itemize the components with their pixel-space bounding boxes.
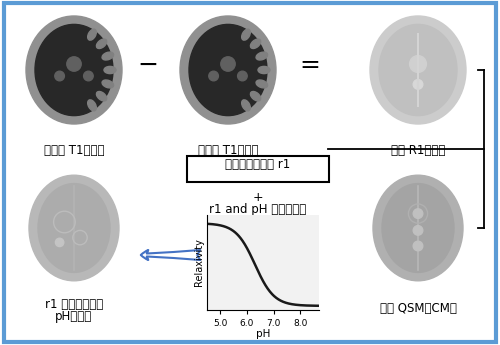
Text: −: − [138,53,158,77]
Circle shape [56,238,64,247]
Text: +: + [252,191,264,204]
Ellipse shape [379,24,457,116]
Circle shape [55,71,64,81]
Ellipse shape [102,52,114,60]
Ellipse shape [382,184,454,273]
Ellipse shape [88,100,96,111]
Text: 差分 R1マップ: 差分 R1マップ [391,144,445,157]
Text: 造影剤濃度補正 r1: 造影剤濃度補正 r1 [226,158,290,171]
Ellipse shape [258,66,270,73]
Circle shape [209,71,218,81]
Circle shape [413,80,423,89]
FancyBboxPatch shape [187,156,329,182]
Ellipse shape [373,175,463,281]
Ellipse shape [38,184,110,273]
Text: r1 and pH の校正曲線: r1 and pH の校正曲線 [210,203,306,216]
Ellipse shape [256,52,268,60]
Text: 差分 QSM（CM）: 差分 QSM（CM） [380,302,456,315]
Ellipse shape [180,16,276,124]
Text: pHマップ: pHマップ [56,310,92,323]
Ellipse shape [96,91,106,101]
Ellipse shape [35,24,113,116]
Ellipse shape [242,29,250,40]
Circle shape [238,71,247,81]
Ellipse shape [88,29,96,40]
Ellipse shape [370,16,466,124]
Ellipse shape [102,80,114,88]
Circle shape [221,57,235,71]
Ellipse shape [29,175,119,281]
Y-axis label: Relaxivity: Relaxivity [194,238,204,286]
Ellipse shape [256,80,268,88]
Text: 造影前 T1マップ: 造影前 T1マップ [198,144,258,157]
Circle shape [84,71,93,81]
Circle shape [413,241,423,251]
Ellipse shape [96,39,106,49]
Ellipse shape [189,24,267,116]
Ellipse shape [242,100,250,111]
Text: r1 校正後細胞外: r1 校正後細胞外 [45,298,103,311]
Circle shape [413,209,423,218]
Circle shape [410,56,426,72]
X-axis label: pH: pH [256,329,270,339]
Text: 造影後 T1マップ: 造影後 T1マップ [44,144,104,157]
Circle shape [67,57,81,71]
Circle shape [413,226,423,235]
Ellipse shape [104,66,116,73]
Text: =: = [300,53,320,77]
Ellipse shape [250,39,260,49]
Ellipse shape [26,16,122,124]
Ellipse shape [250,91,260,101]
